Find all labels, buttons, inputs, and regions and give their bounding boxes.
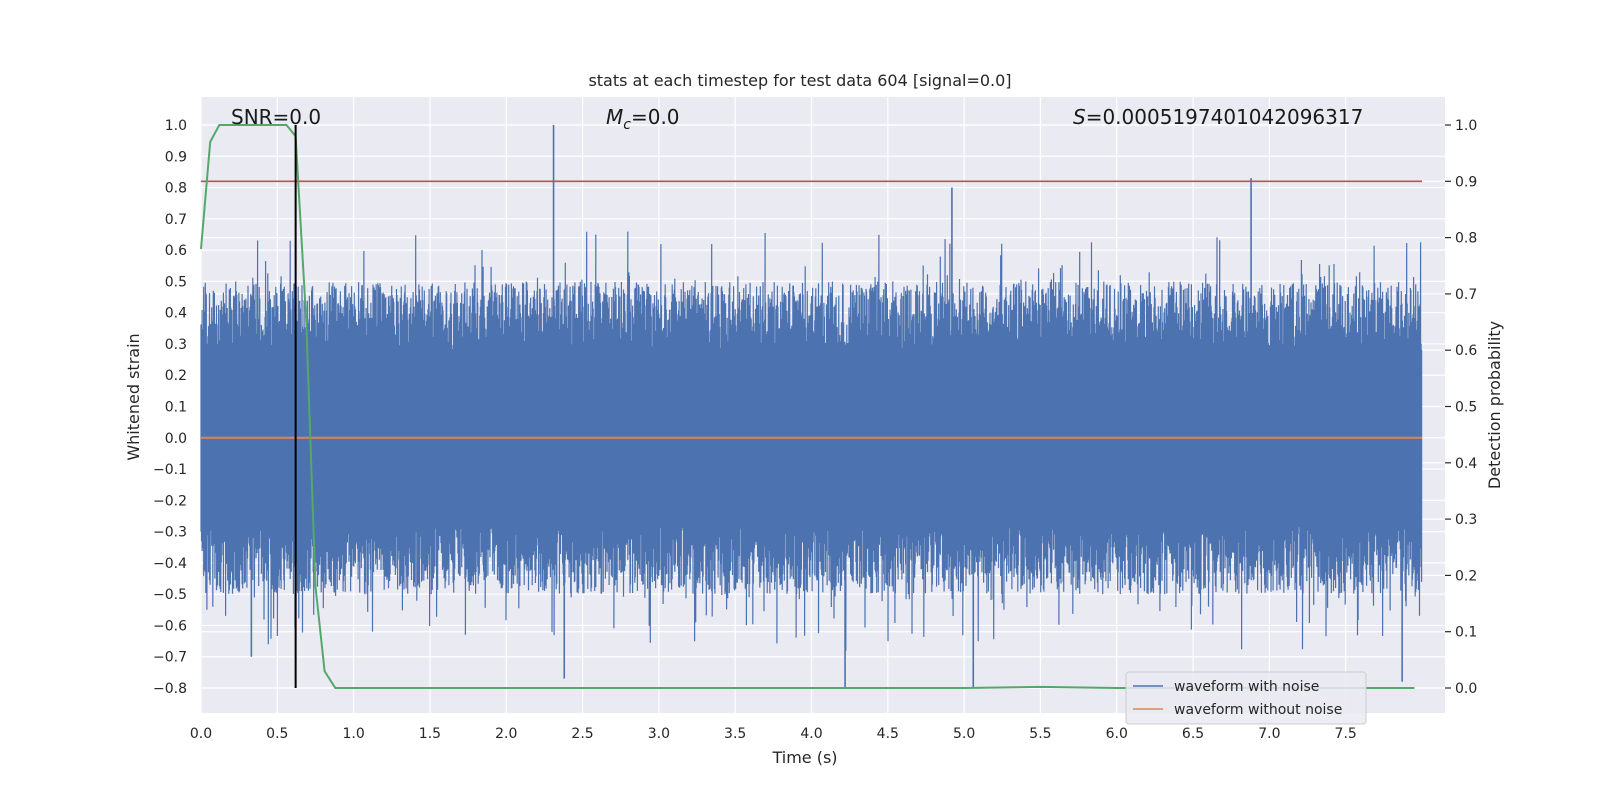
x-tick-label: 5.0 bbox=[953, 726, 975, 742]
y-right-tick-label: 0.7 bbox=[1455, 287, 1477, 303]
y-axis-right-label: Detection probability bbox=[1485, 321, 1504, 489]
x-tick-label: 0.0 bbox=[190, 726, 212, 742]
legend-label-noise: waveform with noise bbox=[1174, 679, 1319, 695]
x-axis-label: Time (s) bbox=[771, 748, 837, 767]
y-tick-label: −0.1 bbox=[153, 462, 187, 478]
x-tick-label: 5.5 bbox=[1029, 726, 1051, 742]
legend: waveform with noise waveform without noi… bbox=[1125, 671, 1367, 725]
y-right-tick-label: 0.8 bbox=[1455, 231, 1477, 247]
x-tick-label: 2.5 bbox=[571, 726, 593, 742]
y-right-tick-label: 0.5 bbox=[1455, 400, 1477, 416]
detection-probability-line bbox=[200, 124, 1415, 689]
y-tick-label: −0.3 bbox=[153, 525, 187, 541]
y-right-tick-label: 0.6 bbox=[1455, 343, 1477, 359]
x-tick-label: 0.5 bbox=[266, 726, 288, 742]
s-annotation: S=0.0005197401042096317 bbox=[1073, 105, 1363, 129]
ticks: 0.0 0.5 1.0 1.5 2.0 2.5 3.0 3.5 4.0 4.5 5.0 5.5 6.0 6… bbox=[153, 118, 1477, 742]
x-tick-label: 6.0 bbox=[1106, 726, 1128, 742]
snr-annotation: SNR=0.0 bbox=[231, 105, 321, 129]
x-tick-label: 4.0 bbox=[800, 726, 822, 742]
y-tick-label: −0.6 bbox=[153, 618, 187, 634]
x-tick-label: 4.5 bbox=[877, 726, 899, 742]
y-tick-label: 0.6 bbox=[165, 243, 187, 259]
y-right-tick-label: 0.1 bbox=[1455, 625, 1477, 641]
y-tick-label: 0.5 bbox=[165, 274, 187, 290]
legend-label-clean: waveform without noise bbox=[1174, 702, 1342, 718]
y-tick-label: 0.7 bbox=[165, 212, 187, 228]
y-tick-label: 0.0 bbox=[165, 431, 187, 447]
x-tick-label: 3.0 bbox=[648, 726, 670, 742]
y-right-tick-label: 0.4 bbox=[1455, 456, 1477, 472]
y-tick-label: 0.9 bbox=[165, 149, 187, 165]
y-tick-label: −0.2 bbox=[153, 493, 187, 509]
y-tick-label: −0.4 bbox=[153, 556, 187, 572]
line-series bbox=[200, 124, 1422, 689]
noise-waveform bbox=[200, 231, 1423, 651]
x-tick-label: 1.0 bbox=[342, 726, 364, 742]
y-tick-label: 0.1 bbox=[165, 400, 187, 416]
y-right-tick-label: 1.0 bbox=[1455, 118, 1477, 134]
x-tick-label: 2.0 bbox=[495, 726, 517, 742]
x-tick-label: 6.5 bbox=[1182, 726, 1204, 742]
x-tick-label: 7.5 bbox=[1335, 726, 1357, 742]
y-tick-label: 0.3 bbox=[165, 337, 187, 353]
y-tick-label: −0.5 bbox=[153, 587, 187, 603]
x-tick-label: 1.5 bbox=[419, 726, 441, 742]
y-tick-label: 0.8 bbox=[165, 181, 187, 197]
x-tick-label: 7.0 bbox=[1258, 726, 1280, 742]
y-tick-label: −0.8 bbox=[153, 681, 187, 697]
y-axis-label: Whitened strain bbox=[124, 333, 143, 460]
chart-title: stats at each timestep for test data 604… bbox=[588, 71, 1011, 90]
x-tick-label: 3.5 bbox=[724, 726, 746, 742]
y-tick-label: 0.2 bbox=[165, 368, 187, 384]
y-right-tick-label: 0.9 bbox=[1455, 174, 1477, 190]
y-tick-label: 1.0 bbox=[165, 118, 187, 134]
chirp-mass-annotation: Mc=0.0 bbox=[606, 105, 680, 133]
y-right-tick-label: 0.2 bbox=[1455, 568, 1477, 584]
legend-box bbox=[1125, 671, 1367, 725]
y-tick-label: −0.7 bbox=[153, 650, 187, 666]
y-tick-label: 0.4 bbox=[165, 306, 187, 322]
y-right-tick-label: 0.0 bbox=[1455, 681, 1477, 697]
y-right-tick-label: 0.3 bbox=[1455, 512, 1477, 528]
